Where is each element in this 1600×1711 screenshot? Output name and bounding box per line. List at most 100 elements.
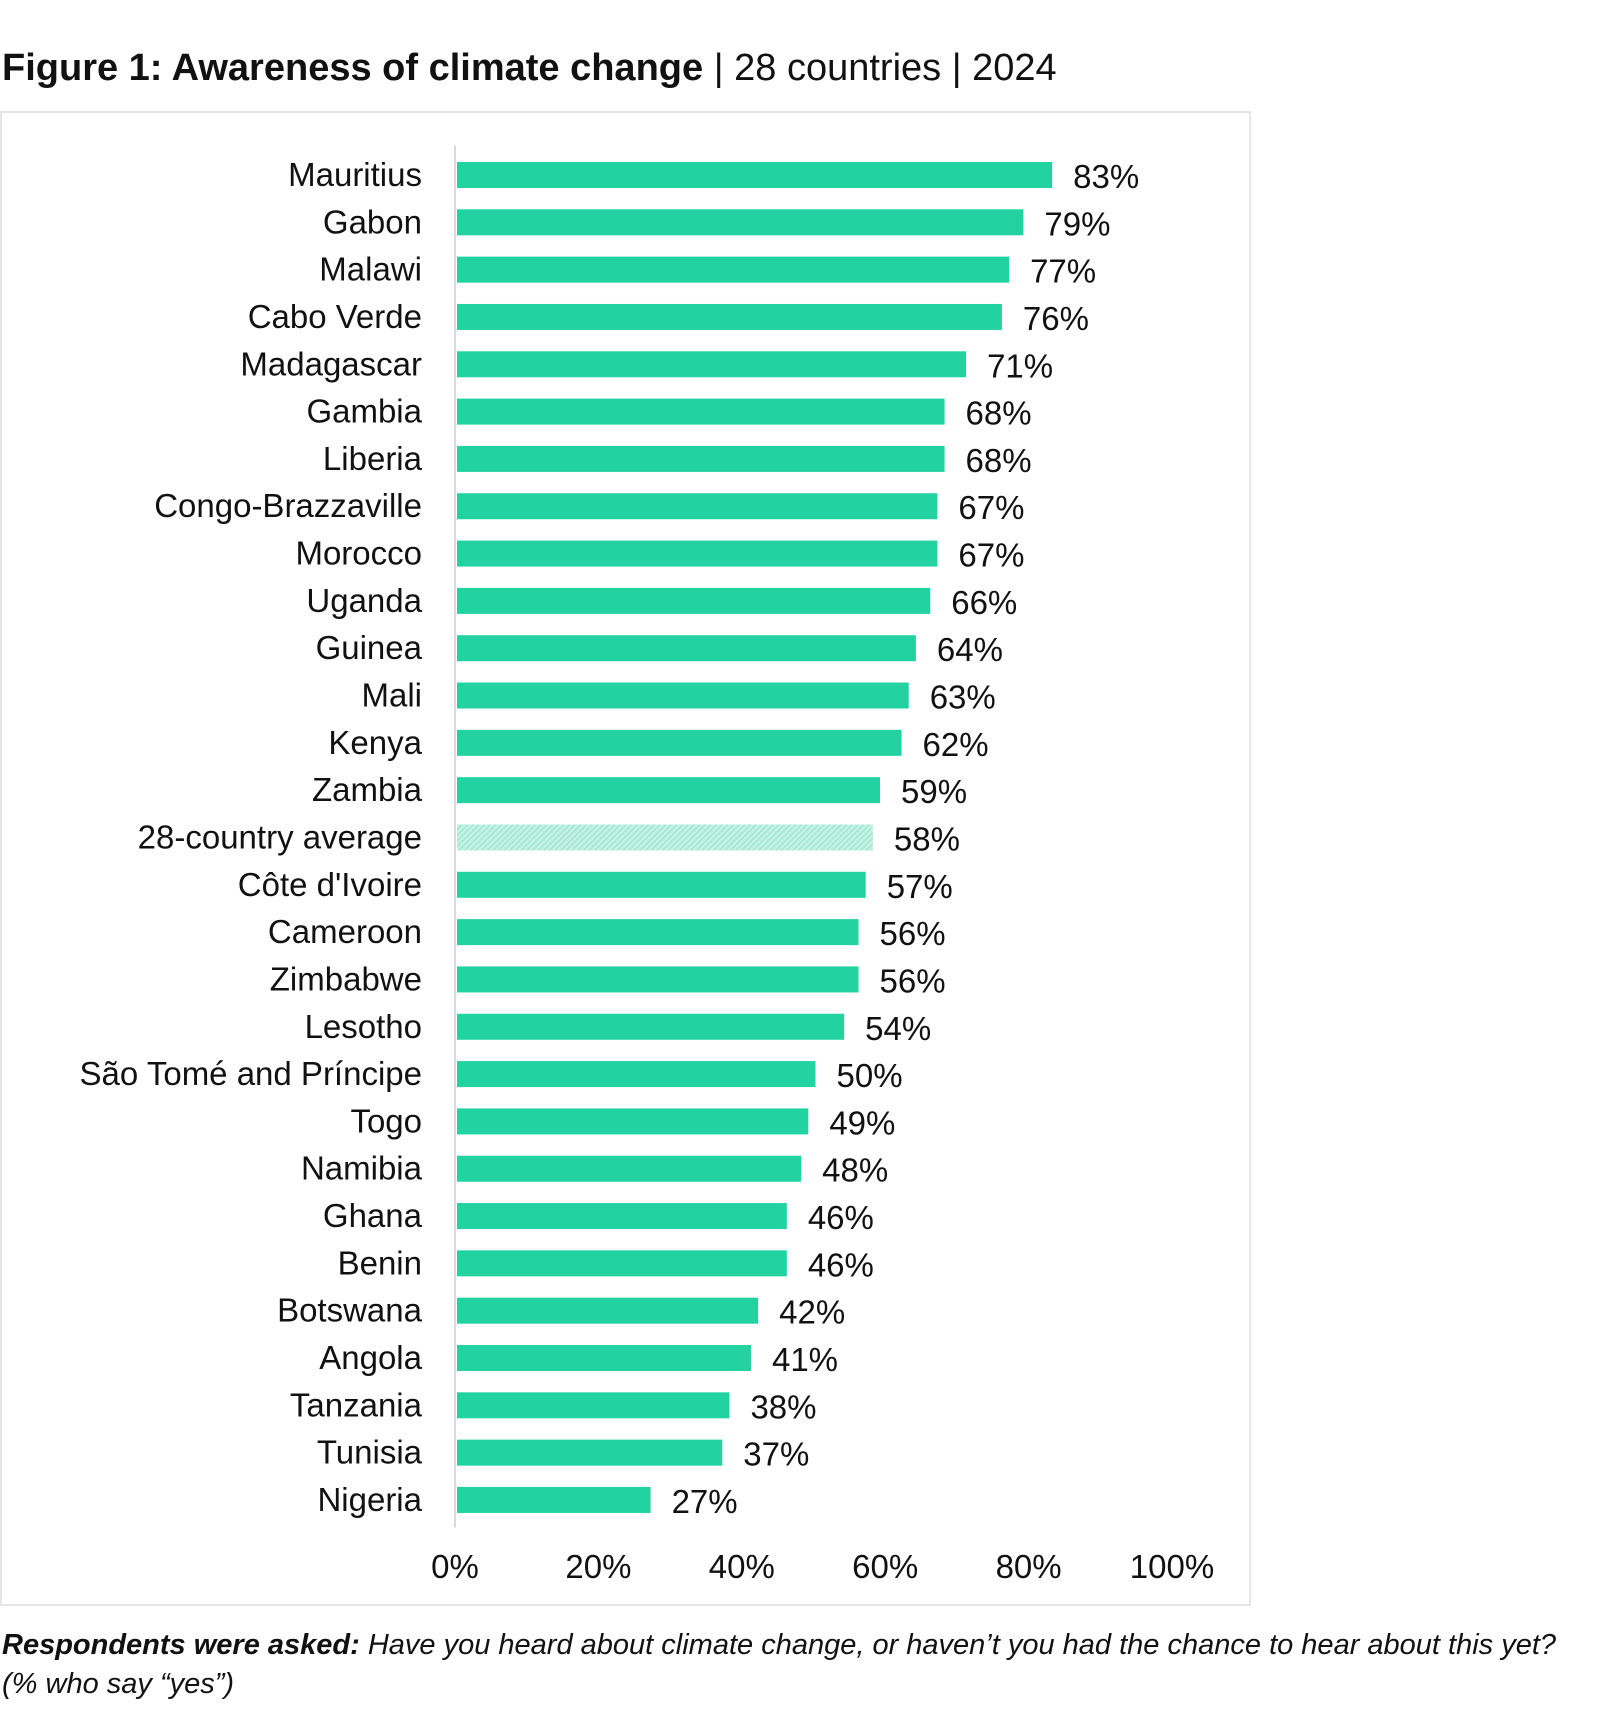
data-label: 46%: [808, 1246, 874, 1283]
data-label: 68%: [966, 395, 1032, 432]
bar: [457, 351, 967, 378]
data-label: 66%: [951, 584, 1017, 621]
x-tick-label: 60%: [852, 1548, 918, 1585]
category-label: Côte d'Ivoire: [238, 866, 422, 903]
bar: [457, 445, 945, 472]
category-label: Morocco: [295, 535, 422, 572]
bar: [457, 1061, 816, 1088]
bar: [457, 1297, 759, 1324]
figure-title: Figure 1: Awareness of climate change | …: [2, 44, 1057, 92]
data-label: 62%: [923, 726, 989, 763]
category-label: Congo-Brazzaville: [154, 487, 422, 524]
bar: [457, 1155, 802, 1182]
bar: [457, 729, 902, 756]
chart-frame: Mauritius 83% Gabon 79% Malawi 77% Cabo Verde 7…: [0, 111, 1251, 1606]
data-label: 79%: [1044, 205, 1110, 242]
bar: [457, 256, 1010, 283]
figure-title-rest: | 28 countries | 2024: [703, 47, 1057, 89]
bar: [457, 1392, 730, 1419]
data-label: 67%: [958, 537, 1024, 574]
category-label: Zimbabwe: [270, 960, 422, 997]
category-label: Malawi: [319, 251, 422, 288]
figure-title-bold: Figure 1: Awareness of climate change: [2, 47, 704, 89]
category-label: Tanzania: [290, 1386, 423, 1423]
category-label: Uganda: [306, 582, 422, 619]
bar: [457, 682, 909, 709]
bar: [457, 635, 916, 662]
bar-chart: Mauritius 83% Gabon 79% Malawi 77% Cabo Verde 7…: [80, 145, 1214, 1585]
category-label: Zambia: [312, 771, 423, 808]
x-tick-label: 20%: [565, 1548, 631, 1585]
bar: [457, 1203, 787, 1230]
data-label: 67%: [958, 489, 1024, 526]
category-label: Gambia: [306, 393, 422, 430]
category-label: Liberia: [323, 440, 423, 477]
data-label: 46%: [808, 1199, 874, 1236]
category-label: 28-country average: [138, 818, 422, 855]
average-bar: [457, 824, 873, 851]
data-label: 41%: [772, 1341, 838, 1378]
category-label: Benin: [338, 1244, 422, 1281]
category-label: Togo: [350, 1102, 422, 1139]
category-label: Mali: [361, 677, 422, 714]
bar: [457, 303, 1002, 330]
data-label: 38%: [750, 1388, 816, 1425]
data-label: 76%: [1023, 300, 1089, 337]
x-tick-label: 0%: [431, 1548, 479, 1585]
category-label: Cabo Verde: [248, 298, 422, 335]
bar: [457, 493, 938, 520]
x-tick-label: 80%: [996, 1548, 1062, 1585]
footnote-question: Have you heard about climate change, or …: [2, 1629, 1557, 1700]
data-label: 68%: [966, 442, 1032, 479]
data-label: 37%: [743, 1436, 809, 1473]
category-label: Lesotho: [305, 1008, 422, 1045]
bar: [457, 209, 1024, 236]
bar: [457, 1013, 845, 1040]
data-label: 56%: [880, 915, 946, 952]
data-label: 49%: [829, 1104, 895, 1141]
bar: [457, 1486, 651, 1513]
footnote: Respondents were asked: Have you heard a…: [2, 1626, 1592, 1704]
data-label: 42%: [779, 1294, 845, 1331]
data-label: 83%: [1073, 158, 1139, 195]
bar: [457, 871, 866, 898]
category-label: Kenya: [328, 724, 422, 761]
category-label: Ghana: [323, 1197, 423, 1234]
data-label: 56%: [880, 962, 946, 999]
category-label: Botswana: [277, 1292, 423, 1329]
category-label: Angola: [319, 1339, 422, 1376]
bar: [457, 540, 938, 567]
category-label: Cameroon: [268, 913, 422, 950]
category-label: São Tomé and Príncipe: [80, 1055, 422, 1092]
data-label: 58%: [894, 820, 960, 857]
x-tick-label: 100%: [1130, 1548, 1214, 1585]
data-label: 63%: [930, 679, 996, 716]
bar: [457, 1250, 787, 1277]
bar: [457, 919, 859, 946]
category-label: Namibia: [301, 1150, 423, 1187]
data-label: 59%: [901, 773, 967, 810]
data-label: 64%: [937, 631, 1003, 668]
data-label: 57%: [887, 868, 953, 905]
bar: [457, 162, 1053, 188]
category-label: Nigeria: [317, 1481, 422, 1518]
bar: [457, 398, 945, 425]
category-label: Guinea: [316, 629, 423, 666]
x-tick-label: 40%: [709, 1548, 775, 1585]
bar: [457, 966, 859, 993]
category-label: Madagascar: [240, 345, 422, 382]
data-label: 77%: [1030, 253, 1096, 290]
bar: [457, 1345, 751, 1371]
data-label: 71%: [987, 347, 1053, 384]
bar: [457, 1108, 809, 1135]
data-label: 48%: [822, 1152, 888, 1189]
bar: [457, 777, 881, 804]
category-label: Mauritius: [288, 156, 422, 193]
bar: [457, 587, 931, 614]
footnote-lead: Respondents were asked:: [2, 1629, 360, 1661]
category-label: Gabon: [323, 203, 422, 240]
bar: [457, 1439, 723, 1466]
data-label: 54%: [865, 1010, 931, 1047]
category-label: Tunisia: [317, 1434, 423, 1471]
data-label: 50%: [837, 1057, 903, 1094]
